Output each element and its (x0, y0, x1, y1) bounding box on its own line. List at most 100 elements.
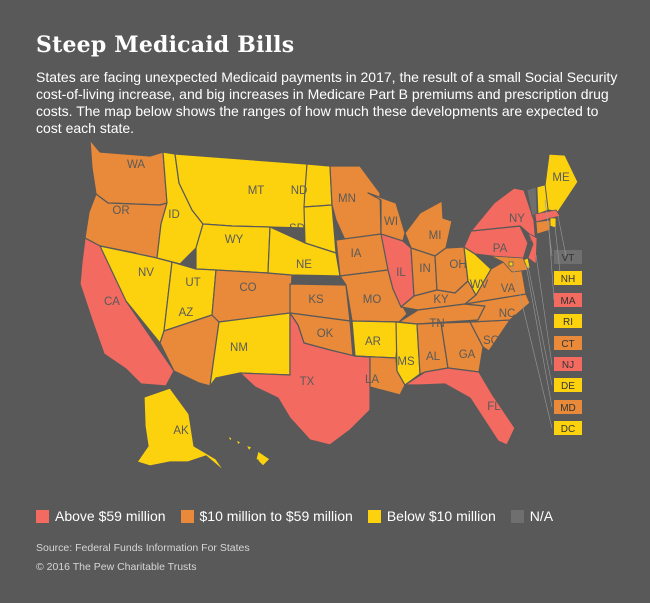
state-labels: WA OR CA NV ID MT WY UT AZ CO NM ND SD NE KS OK TX MN IA MO… (104, 159, 570, 471)
source-note: Source: Federal Funds Information For St… (36, 542, 250, 554)
state-nh (536, 184, 549, 215)
state-ne (267, 226, 341, 277)
box-label-dc: DC (561, 424, 575, 435)
state-shapes (79, 139, 579, 473)
box-ri (554, 314, 582, 328)
connector-de (527, 265, 553, 386)
state-label-ms: MS (397, 356, 415, 368)
legend-label-na: N/A (529, 508, 554, 524)
box-label-vt: VT (562, 253, 575, 264)
legend-swatch-na (510, 509, 524, 523)
connector-ma (557, 215, 567, 257)
state-label-ga: GA (459, 349, 476, 361)
state-label-tn: TN (429, 318, 444, 330)
state-ia (335, 233, 390, 277)
connector-ct (548, 229, 555, 301)
box-label-ri: RI (563, 317, 573, 328)
state-ms (395, 321, 421, 386)
connector-ri (554, 225, 561, 273)
box-ma (554, 293, 582, 307)
state-label-il: IL (396, 267, 406, 279)
copyright-note: © 2016 The Pew Charitable Trusts (36, 561, 197, 573)
map-subtitle: States are facing unexpected Medicaid pa… (36, 69, 618, 136)
state-label-nv: NV (138, 267, 154, 279)
state-nc (464, 293, 531, 323)
state-label-va: VA (501, 283, 516, 295)
state-label-mn: MN (338, 193, 356, 205)
box-label-nh: NH (561, 274, 575, 285)
box-de (554, 378, 582, 392)
box-ct (554, 336, 582, 350)
state-ct (535, 219, 551, 235)
state-label-wy: WY (225, 234, 244, 246)
state-tx (239, 312, 371, 446)
state-la (354, 355, 406, 396)
legend-swatch-below (367, 509, 381, 523)
box-nj (554, 357, 582, 371)
state-label-wv: WV (470, 279, 489, 291)
state-label-sd: SD (289, 223, 305, 235)
state-label-la: LA (365, 374, 379, 386)
state-dc (508, 261, 514, 267)
state-wy (195, 223, 271, 274)
legend-label-mid: $10 million to $59 million (199, 508, 353, 524)
state-label-ut: UT (185, 277, 200, 289)
state-label-mi: MI (429, 230, 442, 242)
state-label-hi: HI (248, 459, 260, 471)
legend-item-below: Below $10 million (367, 508, 496, 524)
state-label-mt: MT (248, 185, 265, 197)
legend-swatch-mid (180, 509, 194, 523)
state-label-pa: PA (493, 243, 508, 255)
state-label-wa: WA (127, 159, 145, 171)
box-label-ct: CT (561, 339, 574, 350)
state-label-al: AL (426, 351, 441, 363)
legend: Above $59 million $10 million to $59 mil… (36, 508, 568, 524)
state-label-ks: KS (308, 294, 324, 306)
state-label-nm: NM (230, 342, 248, 354)
state-label-ca: CA (104, 296, 120, 308)
state-label-nd: ND (291, 185, 308, 197)
map-title: Steep Medicaid Bills (36, 32, 295, 58)
legend-item-na: N/A (510, 508, 554, 524)
state-label-nc: NC (499, 308, 516, 320)
state-label-oh: OH (449, 259, 466, 271)
box-dc (554, 421, 582, 435)
state-label-in: IN (419, 263, 431, 275)
box-vt (554, 250, 582, 264)
state-label-id: ID (168, 209, 180, 221)
state-label-or: OR (112, 205, 129, 217)
state-label-tx: TX (300, 376, 315, 388)
state-label-ok: OK (317, 328, 334, 340)
box-label-md: MD (560, 403, 576, 414)
state-ny (470, 187, 537, 245)
state-label-az: AZ (179, 307, 194, 319)
box-md (554, 400, 582, 414)
state-fl (404, 367, 516, 446)
legend-item-mid: $10 million to $59 million (180, 508, 353, 524)
state-label-mo: MO (363, 294, 382, 306)
state-label-co: CO (239, 282, 256, 294)
box-label-ma: MA (561, 296, 576, 307)
state-label-ak: AK (173, 425, 189, 437)
state-ak (136, 387, 226, 473)
connector-md (525, 264, 553, 408)
state-ma (534, 209, 561, 223)
state-label-ne: NE (296, 259, 312, 271)
legend-item-above: Above $59 million (36, 508, 166, 524)
legend-label-above: Above $59 million (55, 508, 166, 524)
state-label-ky: KY (433, 294, 449, 306)
state-ga (440, 321, 484, 373)
state-label-ar: AR (365, 336, 381, 348)
connector-nh (544, 199, 553, 257)
connector-nj (535, 254, 553, 366)
box-label-nj: NJ (562, 360, 574, 371)
legend-swatch-above (36, 509, 49, 523)
state-label-sc: SC (483, 335, 499, 347)
state-label-ia: IA (351, 248, 362, 260)
state-nd (303, 163, 333, 208)
box-label-de: DE (561, 381, 575, 392)
state-label-wi: WI (384, 216, 398, 228)
box-nh (554, 271, 582, 285)
connector-dc (512, 265, 553, 429)
